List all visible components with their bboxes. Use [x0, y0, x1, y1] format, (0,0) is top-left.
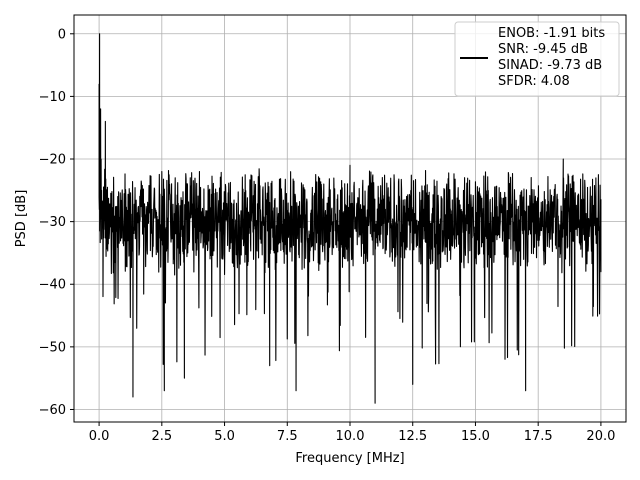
legend: ENOB: -1.91 bits SNR: -9.45 dB SINAD: -9… [454, 21, 620, 97]
psd-trace [98, 33, 602, 404]
y-axis-ticks: 0 −10 −20 −30 −40 −50 −60 [39, 27, 74, 418]
x-axis-ticks: 0.0 2.5 5.0 7.5 10.0 12.5 15.0 17.5 20.0 [89, 422, 615, 444]
y-tick-label: −30 [39, 215, 66, 230]
x-tick-label: 15.0 [461, 429, 490, 444]
x-axis-label: Frequency [MHz] [295, 451, 404, 466]
x-tick-label: 2.5 [151, 429, 172, 444]
legend-sfdr: SFDR: 4.08 [498, 74, 570, 89]
legend-enob: ENOB: -1.91 bits [498, 26, 605, 41]
series-psd [98, 33, 602, 404]
y-tick-label: −10 [39, 90, 66, 105]
y-tick-label: −50 [39, 340, 66, 355]
x-tick-label: 12.5 [398, 429, 427, 444]
y-tick-label: 0 [58, 27, 66, 42]
y-tick-label: −20 [39, 153, 66, 168]
legend-sinad: SINAD: -9.73 dB [498, 58, 602, 73]
x-tick-label: 7.5 [277, 429, 298, 444]
x-tick-label: 17.5 [524, 429, 553, 444]
x-tick-label: 10.0 [336, 429, 365, 444]
x-tick-label: 20.0 [586, 429, 615, 444]
legend-box [454, 21, 620, 97]
x-tick-label: 0.0 [89, 429, 110, 444]
x-tick-label: 5.0 [214, 429, 235, 444]
y-tick-label: −60 [39, 403, 66, 418]
y-tick-label: −40 [39, 278, 66, 293]
legend-snr: SNR: -9.45 dB [498, 42, 588, 57]
y-axis-label: PSD [dB] [14, 190, 29, 248]
